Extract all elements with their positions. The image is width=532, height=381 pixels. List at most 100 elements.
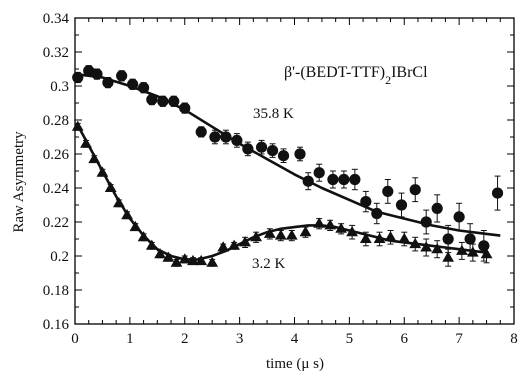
data-point-triangle (442, 251, 454, 262)
data-point-triangle (431, 243, 444, 254)
annotation-3-2k: 3.2 K (252, 256, 286, 272)
data-point-circle (179, 102, 191, 114)
data-point-circle (209, 131, 221, 143)
data-point-circle (431, 202, 443, 214)
data-point-circle (409, 184, 421, 196)
x-tick-label: 1 (126, 331, 134, 347)
data-point-triangle (373, 232, 386, 243)
data-point-triangle (80, 137, 92, 148)
data-point-circle (313, 167, 325, 179)
data-point-circle (453, 211, 465, 223)
data-point-triangle (178, 253, 191, 264)
data-point-triangle (467, 246, 479, 257)
fit-layer (74, 72, 501, 261)
data-point-circle (146, 94, 158, 106)
y-tick-label: 0.32 (43, 45, 69, 61)
data-point-circle (420, 216, 432, 228)
data-point-triangle (250, 231, 262, 242)
data-point-circle (294, 148, 306, 160)
y-tick-label: 0.34 (43, 11, 70, 27)
chart-title-main: β'-(BEDT-TTF) (284, 64, 385, 81)
y-tick-label: 0.3 (50, 79, 69, 95)
data-point-circle (382, 185, 394, 197)
y-tick-label: 0.16 (43, 317, 70, 333)
data-point-circle (266, 145, 279, 157)
data-point-circle (116, 70, 128, 82)
data-point-circle (395, 199, 408, 211)
data-point-circle (168, 95, 180, 107)
data-point-circle (360, 196, 372, 208)
data-point-triangle (71, 120, 84, 131)
data-point-circle (442, 233, 454, 245)
x-tick-label: 4 (291, 331, 299, 347)
data-point-triangle (206, 256, 219, 267)
y-axis-title: Raw Asymmetry (11, 131, 27, 233)
data-point-triangle (480, 248, 493, 259)
data-point-triangle (154, 248, 166, 259)
data-point-circle (242, 143, 254, 155)
data-point-triangle (346, 226, 358, 237)
data-point-circle (127, 78, 139, 90)
y-tick-label: 0.2 (50, 249, 69, 265)
data-point-circle (102, 77, 114, 89)
data-point-triangle (324, 219, 337, 230)
data-point-circle (91, 68, 103, 80)
data-point-triangle (162, 251, 175, 262)
chart-title-subscript: 2 (385, 73, 391, 87)
data-point-triangle (228, 239, 240, 250)
data-point-triangle (313, 217, 326, 228)
data-point-triangle (129, 220, 142, 232)
data-point-circle (231, 134, 243, 146)
data-point-circle (338, 173, 350, 186)
data-point-circle (255, 141, 268, 153)
x-axis-title: time (μ s) (266, 356, 324, 372)
data-point-circle (277, 150, 290, 162)
data-point-triangle (335, 222, 347, 233)
data-point-triangle (285, 229, 298, 240)
x-tick-label: 2 (181, 331, 189, 347)
chart-title-suffix: IBrCl (391, 64, 428, 81)
data-point-triangle (274, 229, 287, 240)
y-tick-label: 0.28 (43, 113, 69, 129)
data-point-circle (371, 207, 383, 220)
data-point-triangle (359, 232, 372, 243)
data-point-circle (349, 173, 361, 186)
data-point-circle (157, 95, 169, 107)
data-point-triangle (113, 197, 125, 208)
axes-layer: 0 1 2 3 4 5 6 7 8 0.16 0.18 0.2 0.22 0.24 0.26 0.28 0.3 0… (43, 11, 518, 347)
x-tick-label: 5 (346, 331, 354, 347)
data-point-triangle (187, 254, 199, 266)
data-point-circle (220, 131, 232, 143)
x-tick-label: 8 (510, 331, 518, 347)
y-tick-label: 0.24 (43, 181, 70, 197)
data-point-circle (491, 187, 504, 199)
data-point-triangle (239, 236, 251, 247)
x-tick-label: 3 (236, 331, 244, 347)
y-tick-label: 0.22 (43, 215, 69, 231)
data-point-circle (137, 82, 150, 94)
data-point-triangle (409, 237, 422, 249)
annotation-35-8k: 35.8 K (253, 106, 294, 122)
data-point-triangle (398, 232, 411, 243)
data-layer (71, 65, 504, 267)
data-point-circle (72, 71, 84, 84)
data-point-triangle (217, 241, 230, 252)
data-point-triangle (145, 239, 158, 250)
y-tick-label: 0.26 (43, 147, 70, 163)
x-tick-label: 7 (455, 331, 463, 347)
data-point-triangle (88, 152, 101, 164)
data-point-triangle (420, 241, 433, 252)
data-point-triangle (299, 226, 312, 237)
y-tick-label: 0.18 (43, 283, 69, 299)
data-point-triangle (456, 244, 468, 255)
data-point-triangle (263, 227, 276, 238)
data-point-triangle (137, 231, 150, 242)
chart-title: β'-(BEDT-TTF)2IBrCl (284, 64, 428, 87)
data-point-triangle (96, 166, 109, 177)
fit-curve-circle-series (74, 72, 501, 237)
data-point-triangle (121, 209, 133, 220)
data-point-circle (464, 233, 476, 245)
data-point-circle (195, 126, 207, 138)
